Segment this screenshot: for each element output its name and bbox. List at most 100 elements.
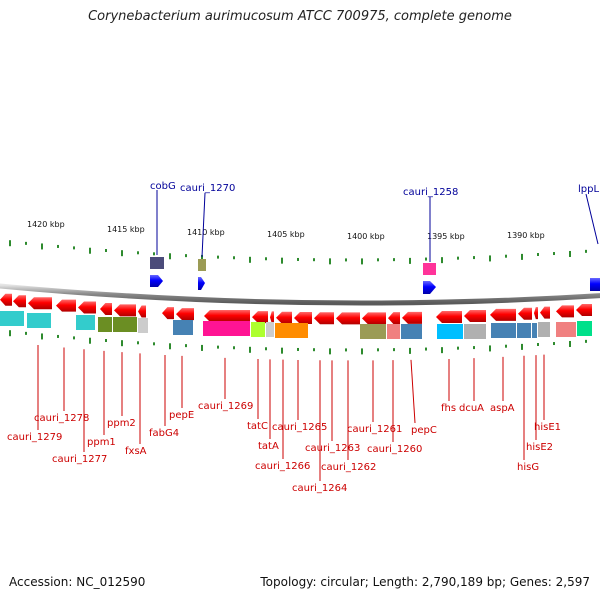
gene-label-cauri-1266[interactable]: cauri_1266 (255, 461, 310, 472)
gene-label-aspa[interactable]: aspA (490, 403, 515, 414)
gene-label-cauri-1279[interactable]: cauri_1279 (7, 432, 62, 443)
cog-box (173, 320, 193, 335)
scale-ruler: 1420 kbp 1415 kbp 1410 kbp 1405 kbp 1400… (9, 220, 587, 265)
scale-label-1390: 1390 kbp (507, 231, 545, 240)
cog-box (464, 324, 486, 339)
map-title: Corynebacterium aurimucosum ATCC 700975,… (88, 9, 512, 24)
gene-arrow[interactable] (556, 305, 574, 318)
reverse-gene-labels: cauri_1279 cauri_1278 cauri_1277 ppm1 ppm2 fx… (7, 401, 561, 494)
gene-label-hisg[interactable]: hisG (517, 462, 539, 473)
gene-label-cauri-1265[interactable]: cauri_1265 (272, 422, 327, 433)
gene-arrow[interactable] (576, 303, 592, 316)
gene-arrow[interactable] (0, 293, 12, 306)
gene-label-cauri-1263[interactable]: cauri_1263 (305, 443, 360, 454)
gene-arrow-cauri-1258[interactable] (423, 281, 436, 294)
scale-label-1410: 1410 kbp (187, 228, 225, 237)
cog-box (27, 313, 51, 328)
gene-arrow[interactable] (138, 305, 146, 318)
cog-box (401, 324, 422, 339)
cog-box-cauri-1258 (423, 263, 436, 275)
scale-label-1405: 1405 kbp (267, 230, 305, 239)
gene-label-hise2[interactable]: hisE2 (526, 442, 553, 453)
gene-arrow[interactable] (100, 302, 112, 315)
scale-label-1420: 1420 kbp (27, 220, 65, 229)
cog-box (98, 317, 112, 332)
cog-box (532, 323, 537, 338)
gene-arrow[interactable] (28, 297, 52, 310)
gene-label-tata[interactable]: tatA (258, 441, 279, 452)
cog-box (517, 323, 531, 338)
gene-arrow[interactable] (162, 307, 174, 320)
cog-box-cobg (150, 257, 164, 269)
reverse-strand-genes (0, 293, 592, 325)
cog-box (251, 322, 265, 337)
gene-arrow[interactable] (114, 304, 136, 317)
gene-label-tatc[interactable]: tatC (247, 421, 268, 432)
gene-arrow-cauri-1270[interactable] (198, 277, 205, 290)
cog-box (0, 311, 24, 326)
gene-label-fabg4[interactable]: fabG4 (149, 428, 179, 439)
gene-label-pepe[interactable]: pepE (169, 410, 194, 421)
gene-arrow[interactable] (252, 311, 268, 324)
gene-label-cobg[interactable]: cobG (150, 181, 176, 192)
accession-text: Accession: NC_012590 (9, 575, 146, 589)
gene-label-cauri-1262[interactable]: cauri_1262 (321, 462, 376, 473)
genome-backbone (0, 283, 600, 306)
reverse-cog-boxes (0, 311, 592, 339)
gene-arrow[interactable] (490, 308, 516, 321)
genome-stats-text: Topology: circular; Length: 2,790,189 bp… (260, 575, 590, 589)
gene-label-pepc[interactable]: pepC (411, 425, 437, 436)
gene-arrow[interactable] (204, 309, 250, 322)
gene-label-cauri-1258[interactable]: cauri_1258 (403, 187, 458, 198)
gene-label-cauri-1261[interactable]: cauri_1261 (347, 424, 402, 435)
cog-box (275, 323, 308, 338)
gene-label-cauri-1269[interactable]: cauri_1269 (198, 401, 253, 412)
gene-label-fhs[interactable]: fhs (441, 403, 456, 414)
gene-arrow-lppl[interactable] (590, 278, 600, 291)
gene-label-ppm1[interactable]: ppm1 (87, 437, 116, 448)
gene-arrow[interactable] (276, 311, 292, 324)
cog-box (387, 324, 400, 339)
cog-box (113, 317, 137, 332)
gene-label-cauri-1278[interactable]: cauri_1278 (34, 413, 89, 424)
gene-label-lppl[interactable]: lppL (578, 184, 599, 195)
gene-label-ppm2[interactable]: ppm2 (107, 418, 136, 429)
scale-label-1400: 1400 kbp (347, 232, 385, 241)
gene-arrow[interactable] (270, 311, 274, 324)
gene-arrow[interactable] (78, 301, 96, 314)
gene-arrow[interactable] (176, 308, 194, 321)
gene-arrow[interactable] (336, 312, 360, 325)
cog-box (577, 321, 592, 336)
gene-label-cauri-1260[interactable]: cauri_1260 (367, 444, 422, 455)
scale-label-1415: 1415 kbp (107, 225, 145, 234)
gene-arrow[interactable] (402, 311, 422, 324)
gene-label-cauri-1270[interactable]: cauri_1270 (180, 183, 235, 194)
gene-arrow[interactable] (540, 306, 550, 319)
cog-box (203, 321, 250, 336)
gene-label-fxsa[interactable]: fxsA (125, 446, 147, 457)
cog-box (437, 324, 463, 339)
gene-arrow[interactable] (518, 307, 532, 320)
gene-arrow[interactable] (388, 312, 400, 325)
gene-arrow[interactable] (436, 310, 462, 323)
cog-box (76, 315, 95, 330)
forward-strand-genes (150, 257, 600, 294)
cog-box-cauri-1270 (198, 259, 206, 271)
gene-label-dcua[interactable]: dcuA (459, 403, 484, 414)
gene-arrow-cobg[interactable] (150, 275, 163, 287)
gene-label-cauri-1264[interactable]: cauri_1264 (292, 483, 347, 494)
gene-arrow[interactable] (534, 307, 538, 320)
gene-arrow[interactable] (56, 299, 76, 312)
gene-label-cauri-1277[interactable]: cauri_1277 (52, 454, 107, 465)
gene-arrow[interactable] (464, 310, 486, 323)
gene-arrow[interactable] (314, 312, 334, 325)
gene-arrow[interactable] (294, 312, 312, 325)
reverse-label-leaders (37, 345, 545, 481)
gene-arrow[interactable] (13, 295, 26, 308)
forward-label-leaders (156, 190, 599, 262)
cog-box (556, 322, 576, 337)
label-leader (410, 359, 416, 424)
gene-label-hise1[interactable]: hisE1 (534, 422, 561, 433)
gene-arrow[interactable] (362, 312, 386, 325)
